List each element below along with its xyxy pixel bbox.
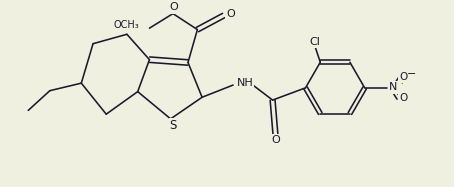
Text: O: O (169, 2, 178, 13)
Text: Cl: Cl (309, 36, 320, 47)
Text: NH: NH (237, 78, 253, 88)
Text: O: O (271, 136, 280, 145)
Text: S: S (170, 119, 177, 132)
Text: OCH₃: OCH₃ (114, 20, 139, 30)
Text: −: − (407, 69, 416, 79)
Text: +: + (398, 77, 405, 86)
Text: O: O (399, 72, 407, 82)
Text: N: N (389, 82, 397, 92)
Text: O: O (399, 93, 407, 103)
Text: O: O (226, 9, 235, 19)
